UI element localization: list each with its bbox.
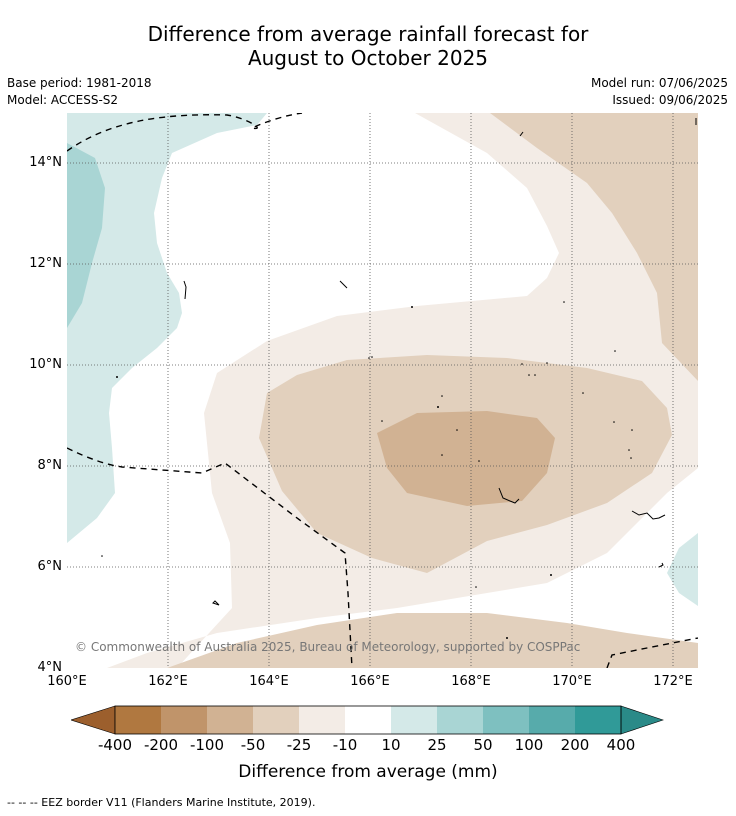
zone-minus-25-a <box>490 113 698 381</box>
colorbar-swatch <box>299 706 345 734</box>
lon-label-162e: 162°E <box>148 674 188 689</box>
lon-label-170e: 170°E <box>552 674 592 689</box>
colorbar-frame <box>114 705 622 735</box>
footnote: -- -- -- EEZ border V11 (Flanders Marine… <box>7 796 316 809</box>
eez-borders <box>67 113 698 668</box>
lat-label-6n: 6°N <box>37 559 63 574</box>
colorbar-label: 25 <box>427 736 447 754</box>
title-line-1: Difference from average rainfall forecas… <box>147 22 589 46</box>
zone-minus-50 <box>377 411 555 506</box>
colorbar-swatch <box>529 706 575 734</box>
colorbar-label: -25 <box>286 736 312 754</box>
lat-label-10n: 10°N <box>29 357 62 372</box>
colorbar-title: Difference from average (mm) <box>238 762 498 782</box>
lon-label-160e: 160°E <box>47 674 87 689</box>
islands <box>183 118 697 606</box>
meta-left: Base period: 1981-2018 Model: ACCESS-S2 <box>7 75 152 109</box>
lat-label-12n: 12°N <box>29 256 62 271</box>
lon-label-166e: 166°E <box>350 674 390 689</box>
zone-minus-25-c <box>167 613 698 668</box>
lon-label-168e: 168°E <box>451 674 491 689</box>
colorbar-label: 100 <box>514 736 544 754</box>
colorbar-label: -200 <box>143 736 179 754</box>
issued-date: Issued: 09/06/2025 <box>612 93 728 107</box>
colorbar-label: 200 <box>560 736 590 754</box>
colorbar-label: -100 <box>189 736 225 754</box>
colorbar-label: -400 <box>97 736 133 754</box>
colorbar-swatches <box>70 705 664 735</box>
colorbar-swatch <box>345 706 391 734</box>
lat-label-14n: 14°N <box>29 155 62 170</box>
colorbar-swatch <box>437 706 483 734</box>
colorbar-swatch <box>575 706 621 734</box>
model-name: Model: ACCESS-S2 <box>7 93 119 107</box>
map-panel: © Commonwealth of Australia 2025, Bureau… <box>67 113 698 668</box>
lon-label-172e: 172°E <box>653 674 693 689</box>
colorbar-label: -10 <box>332 736 358 754</box>
base-period: Base period: 1981-2018 <box>7 76 152 90</box>
colorbar-label: 10 <box>381 736 401 754</box>
model-run: Model run: 07/06/2025 <box>590 76 728 90</box>
zone-plus-10-west <box>67 113 267 543</box>
map-title: Difference from average rainfall forecas… <box>0 22 736 70</box>
atolls <box>101 301 633 639</box>
colorbar-label: 400 <box>606 736 636 754</box>
colorbar <box>70 704 665 740</box>
colorbar-swatch <box>207 706 253 734</box>
colorbar-swatch <box>483 706 529 734</box>
meta-right: Model run: 07/06/2025 Issued: 09/06/2025 <box>591 75 728 109</box>
zone-plus-10-east <box>667 533 698 606</box>
lon-label-164e: 164°E <box>249 674 289 689</box>
colorbar-swatch <box>161 706 207 734</box>
colorbar-swatch <box>115 706 161 734</box>
title-line-2: August to October 2025 <box>247 46 489 70</box>
graticule <box>67 113 698 668</box>
colorbar-swatch-extend-low <box>70 705 116 735</box>
rainfall-anomaly-map <box>67 113 698 668</box>
colorbar-label: 50 <box>473 736 493 754</box>
colorbar-swatch <box>391 706 437 734</box>
colorbar-label: -50 <box>240 736 266 754</box>
colorbar-swatch-extend-high <box>620 705 664 735</box>
zone-plus-25-west <box>67 143 105 328</box>
lat-label-4n: 4°N <box>37 660 63 675</box>
colorbar-swatch <box>253 706 299 734</box>
lat-label-8n: 8°N <box>37 458 63 473</box>
copyright-text: © Commonwealth of Australia 2025, Bureau… <box>75 640 581 654</box>
